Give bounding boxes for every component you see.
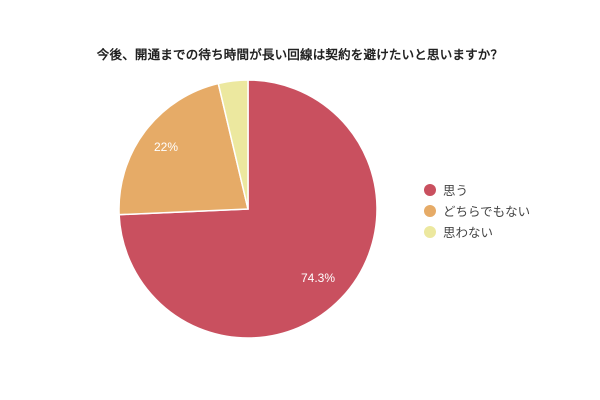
legend-marker-icon: [424, 183, 436, 196]
legend-item-disagree[interactable]: 思わない: [424, 221, 530, 242]
pie-slice[interactable]: [217, 79, 249, 210]
legend-item-agree[interactable]: 思う: [424, 179, 530, 200]
chart-title: 今後、開通までの待ち時間が長い回線は契約を避けたいと思いますか？: [96, 47, 504, 62]
legend-item-neutral[interactable]: どちらでもない: [424, 200, 530, 221]
slice-label-neutral: 22%: [154, 140, 178, 154]
legend-marker-icon: [424, 225, 436, 238]
pie-slice[interactable]: [118, 82, 249, 216]
slice-label-agree: 74.3%: [301, 271, 335, 285]
pie-slices: [118, 79, 378, 339]
legend: 思う どちらでもない 思わない: [424, 179, 530, 242]
legend-marker-icon: [424, 204, 436, 217]
